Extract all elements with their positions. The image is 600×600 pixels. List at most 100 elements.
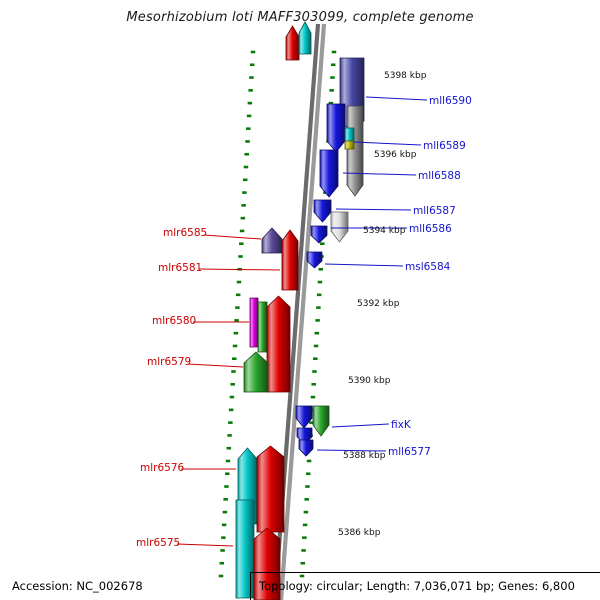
tick-mark-right [330, 76, 335, 79]
tick-mark-left [245, 140, 250, 143]
genome-info-text: Topology: circular; Length: 7,036,071 bp… [250, 572, 600, 600]
tick-mark-left [224, 472, 230, 476]
leader-line-mll6590 [365, 96, 428, 101]
gene-label-mlr6575[interactable]: mlr6575 [136, 537, 181, 549]
gene-label-mlr6580[interactable]: mlr6580 [152, 315, 197, 327]
tick-mark-left [218, 574, 224, 578]
tick-mark-left [243, 165, 249, 169]
gene-label-mlr6576[interactable]: mlr6576 [140, 462, 185, 474]
gene-arrow-mll6589[interactable] [326, 103, 346, 153]
tick-mark-left [250, 50, 256, 54]
tick-mark-left [221, 523, 227, 527]
gene-label-mll6589[interactable]: mll6589 [423, 140, 466, 152]
gene-arrow-fixK[interactable] [312, 405, 330, 437]
gene-arrow-mlr6580[interactable] [266, 295, 291, 393]
gene-arrow-blue-a[interactable] [295, 405, 313, 429]
gene-arrow-mll6587[interactable] [313, 199, 332, 223]
gene-arrow-mlr6581[interactable] [281, 229, 299, 291]
tick-mark-left [249, 76, 254, 79]
tick-mark-left [225, 459, 231, 463]
gene-label-msl6584[interactable]: msl6584 [405, 261, 451, 273]
tick-mark-left [222, 510, 228, 514]
tick-mark-right [312, 370, 317, 373]
tick-mark-right [320, 242, 325, 246]
tick-mark-right [311, 382, 316, 386]
leader-line-mlr6579 [187, 363, 244, 368]
tick-mark-left [249, 63, 255, 67]
leader-line-mlr6575 [176, 543, 234, 547]
tick-mark-right [309, 421, 314, 424]
gene-label-fixK[interactable]: fixK [391, 419, 411, 431]
tick-mark-right [314, 331, 320, 335]
tick-mark-right [305, 485, 310, 488]
gene-arrow-mll6577[interactable] [298, 439, 314, 457]
leader-line-mlr6585 [203, 234, 262, 240]
status-bar: Accession: NC_002678 Topology: circular;… [0, 572, 600, 600]
tick-mark-right [302, 536, 307, 539]
gene-arrow-mll6586[interactable] [310, 225, 328, 244]
gene-label-mll6586[interactable]: mll6586 [409, 223, 452, 235]
leader-line-mll6587 [335, 208, 412, 211]
leader-line-mll6588 [342, 172, 417, 176]
leader-line-msl6584 [324, 263, 404, 267]
gene-label-mlr6585[interactable]: mlr6585 [163, 227, 208, 239]
tick-mark-left [236, 280, 242, 284]
scale-label-5392: 5392 kbp [357, 299, 400, 309]
tick-mark-right [329, 89, 334, 92]
gene-arrow-mlr6579[interactable] [243, 351, 269, 393]
scale-label-5396: 5396 kbp [374, 150, 417, 160]
gene-label-mll6587[interactable]: mll6587 [413, 205, 456, 217]
gene-label-mll6590[interactable]: mll6590 [429, 95, 472, 107]
tick-mark-left [244, 152, 250, 156]
tick-mark-right [310, 395, 316, 399]
tick-mark-left [221, 536, 226, 539]
gene-arrow-top-cyan[interactable] [298, 21, 312, 55]
tick-mark-right [313, 344, 319, 348]
tick-mark-right [316, 293, 322, 297]
tick-mark-left [247, 101, 253, 105]
tick-mark-left [239, 229, 245, 233]
gene-arrow-small-yellow[interactable] [344, 140, 355, 150]
tick-mark-right [328, 101, 334, 105]
gene-arrow-mlr6575[interactable] [253, 527, 281, 600]
gene-arrow-msl6584[interactable] [306, 251, 323, 269]
gene-label-mlr6579[interactable]: mlr6579 [147, 356, 192, 368]
tick-mark-left [246, 127, 251, 130]
gene-label-mlr6581[interactable]: mlr6581 [158, 262, 203, 274]
gene-label-mll6588[interactable]: mll6588 [418, 170, 461, 182]
tick-mark-left [246, 114, 252, 118]
tick-mark-right [305, 472, 311, 476]
tick-mark-left [228, 408, 234, 412]
page-title: Mesorhizobium loti MAFF303099, complete … [126, 10, 474, 25]
backbone-line-right [278, 23, 327, 600]
gene-arrow-mll6588[interactable] [319, 149, 339, 198]
tick-mark-right [331, 50, 337, 54]
tick-mark-left [242, 191, 247, 194]
gene-label-mll6577[interactable]: mll6577 [388, 446, 431, 458]
tick-mark-right [316, 306, 321, 309]
tick-mark-left [241, 204, 246, 207]
leader-line-mll6577 [316, 449, 387, 452]
tick-mark-right [301, 549, 306, 552]
accession-text: Accession: NC_002678 [12, 579, 143, 593]
tick-mark-left [234, 319, 239, 322]
tick-mark-left [229, 395, 235, 399]
tick-mark-left [232, 357, 237, 361]
tick-mark-right [306, 459, 312, 463]
tick-mark-left [220, 549, 225, 552]
tick-mark-left [227, 434, 232, 437]
leader-line-fixK [331, 423, 390, 428]
gene-arrow-mlr6585[interactable] [261, 227, 283, 254]
tick-mark-left [223, 498, 228, 501]
tick-mark-left [235, 293, 241, 297]
tick-mark-right [300, 561, 306, 565]
tick-mark-left [235, 306, 240, 309]
tick-mark-right [313, 357, 318, 361]
tick-mark-right [315, 319, 320, 322]
gene-arrow-top-red[interactable] [285, 25, 300, 61]
tick-mark-left [238, 255, 243, 258]
tick-mark-left [248, 89, 253, 92]
tick-mark-left [219, 561, 225, 565]
